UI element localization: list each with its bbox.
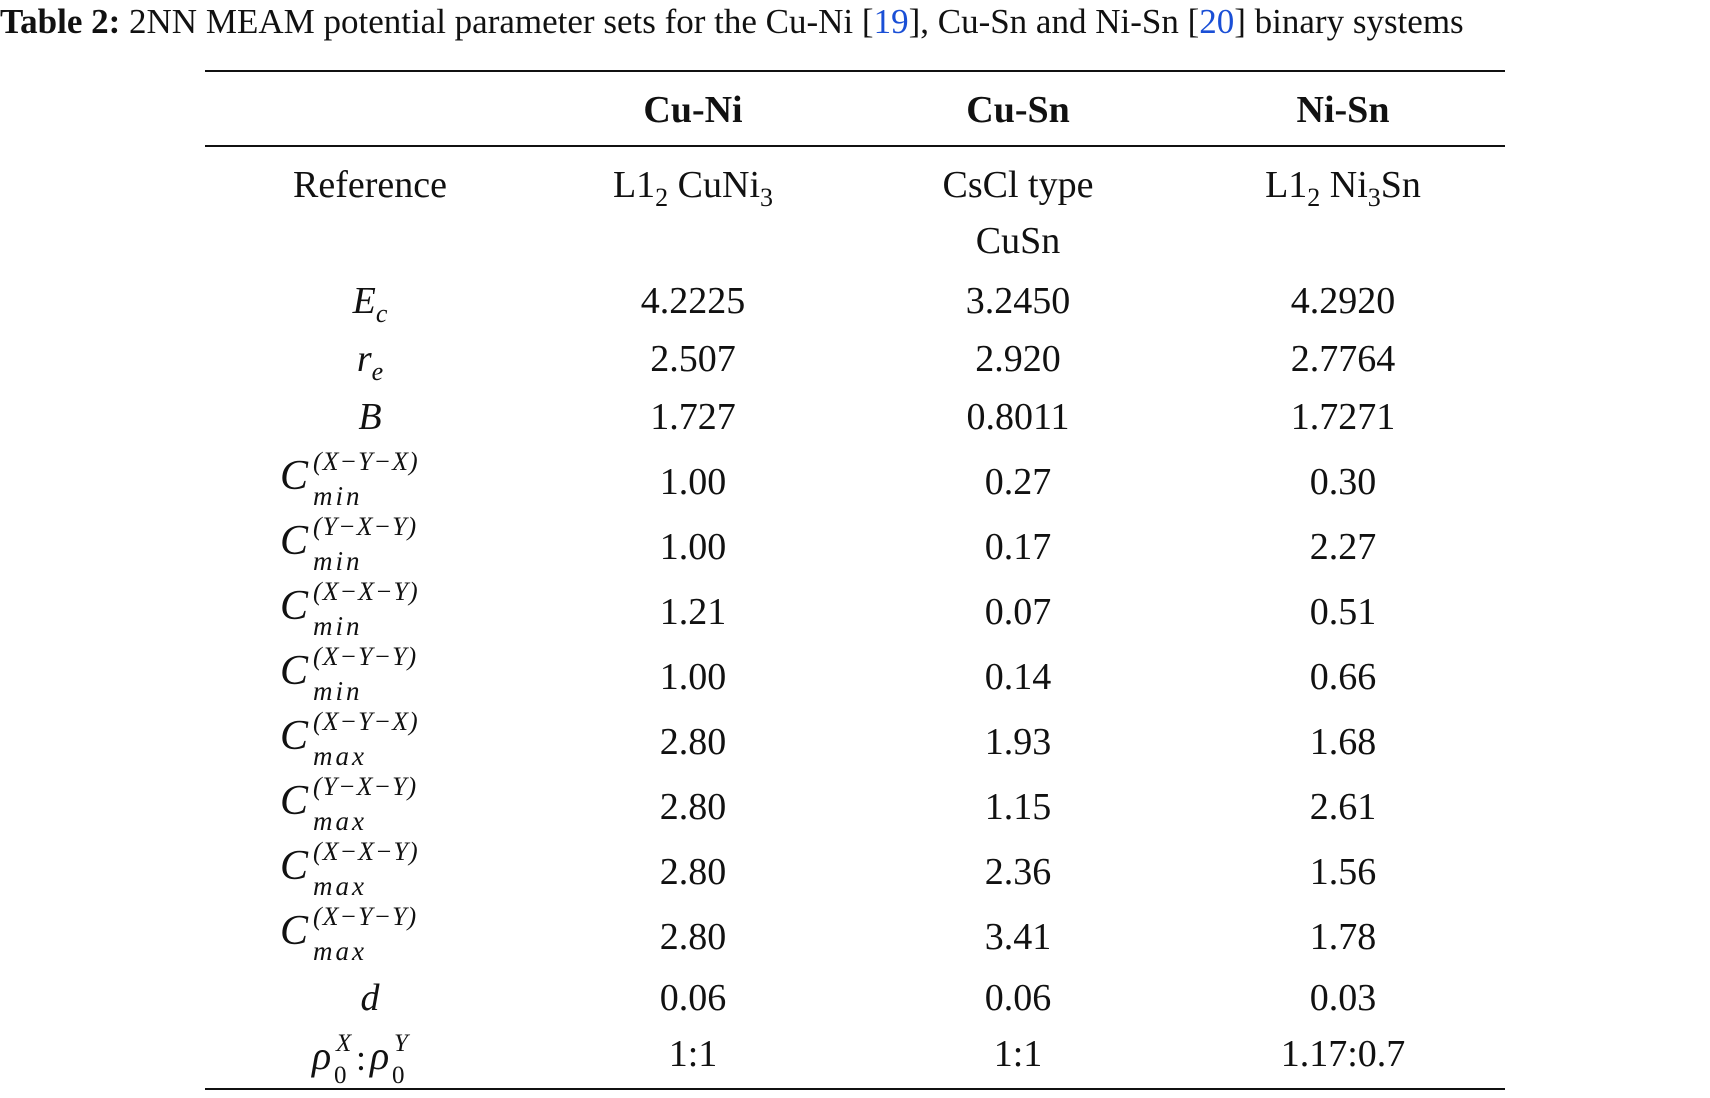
value-cell: 3.41 — [984, 916, 1052, 958]
citation-link-20[interactable]: 20 — [1199, 2, 1235, 41]
value-cell: 0.14 — [984, 656, 1052, 698]
value-cell: 0.17 — [984, 526, 1052, 568]
value-cell: 2.80 — [659, 721, 727, 763]
value-cell: 0.8011 — [966, 396, 1070, 438]
value-cell: 1.15 — [984, 786, 1052, 828]
caption-label: Table 2: — [0, 2, 121, 41]
value-cell: 2.80 — [659, 916, 727, 958]
param-cmin-xyy: C (X−Y−Y) min — [280, 642, 418, 706]
value-cell: 3.2450 — [965, 280, 1071, 322]
value-cell: 2.36 — [984, 851, 1052, 893]
reference-ni-sn: L12 Ni3Sn — [1265, 164, 1421, 212]
value-cell: 1.68 — [1309, 721, 1377, 763]
reference-cu-ni: L12 CuNi3 — [612, 164, 774, 212]
caption-text-a: 2NN MEAM potential parameter sets for th… — [120, 2, 874, 41]
param-cmin-xyx: C (X−Y−X) min — [280, 447, 419, 511]
reference-cu-sn: CsCl type CuSn — [942, 164, 1094, 262]
value-cell: 4.2920 — [1290, 280, 1396, 322]
header-cu-ni: Cu-Ni — [643, 89, 743, 131]
header-cu-sn: Cu-Sn — [966, 89, 1070, 131]
param-re: re — [356, 338, 384, 386]
value-cell: 0.30 — [1309, 461, 1377, 503]
param-rho-ratio: ρ X 0 : ρ Y 0 — [312, 1030, 408, 1089]
header-ni-sn: Ni-Sn — [1296, 89, 1390, 131]
value-cell: 0.51 — [1309, 591, 1377, 633]
param-cmax-xxy: C (X−X−Y) max — [280, 837, 419, 901]
value-cell: 1.7271 — [1290, 396, 1396, 438]
param-b: B — [358, 396, 382, 438]
value-cell: 2.920 — [975, 338, 1061, 380]
param-cmin-xxy: C (X−X−Y) min — [280, 577, 419, 641]
value-cell: 1.727 — [650, 396, 736, 438]
citation-link-19[interactable]: 19 — [873, 2, 909, 41]
value-cell: 2.80 — [659, 851, 727, 893]
caption-text-b: ], Cu-Sn and Ni-Sn [ — [908, 2, 1200, 41]
value-cell: 0.03 — [1309, 977, 1377, 1019]
value-cell: 1.17:0.7 — [1280, 1033, 1406, 1075]
table-header-rule — [205, 145, 1505, 147]
param-ec: Ec — [352, 280, 388, 328]
table-top-rule — [205, 70, 1505, 72]
value-cell: 2.7764 — [1290, 338, 1396, 380]
value-cell: 1.93 — [984, 721, 1052, 763]
param-d: d — [360, 977, 380, 1019]
param-cmin-yxy: C (Y−X−Y) min — [280, 512, 418, 576]
caption-text-c: ] binary systems — [1234, 2, 1464, 41]
value-cell: 2.80 — [659, 786, 727, 828]
value-cell: 1.00 — [659, 656, 727, 698]
value-cell: 1.78 — [1309, 916, 1377, 958]
value-cell: 0.06 — [984, 977, 1052, 1019]
table-caption: Table 2: 2NN MEAM potential parameter se… — [0, 2, 1710, 42]
value-cell: 1.21 — [659, 591, 727, 633]
value-cell: 1.00 — [659, 461, 727, 503]
table-bottom-rule — [205, 1088, 1505, 1090]
value-cell: 4.2225 — [640, 280, 746, 322]
value-cell: 2.27 — [1309, 526, 1377, 568]
value-cell: 2.61 — [1309, 786, 1377, 828]
param-cmax-xyy: C (X−Y−Y) max — [280, 902, 418, 966]
value-cell: 1:1 — [668, 1033, 718, 1075]
value-cell: 2.507 — [650, 338, 736, 380]
value-cell: 1.00 — [659, 526, 727, 568]
value-cell: 0.06 — [659, 977, 727, 1019]
value-cell: 0.66 — [1309, 656, 1377, 698]
param-cmax-xyx: C (X−Y−X) max — [280, 707, 419, 771]
value-cell: 1.56 — [1309, 851, 1377, 893]
param-cmax-yxy: C (Y−X−Y) max — [280, 772, 418, 836]
value-cell: 1:1 — [993, 1033, 1043, 1075]
reference-label: Reference — [293, 164, 447, 206]
value-cell: 0.27 — [984, 461, 1052, 503]
value-cell: 0.07 — [984, 591, 1052, 633]
